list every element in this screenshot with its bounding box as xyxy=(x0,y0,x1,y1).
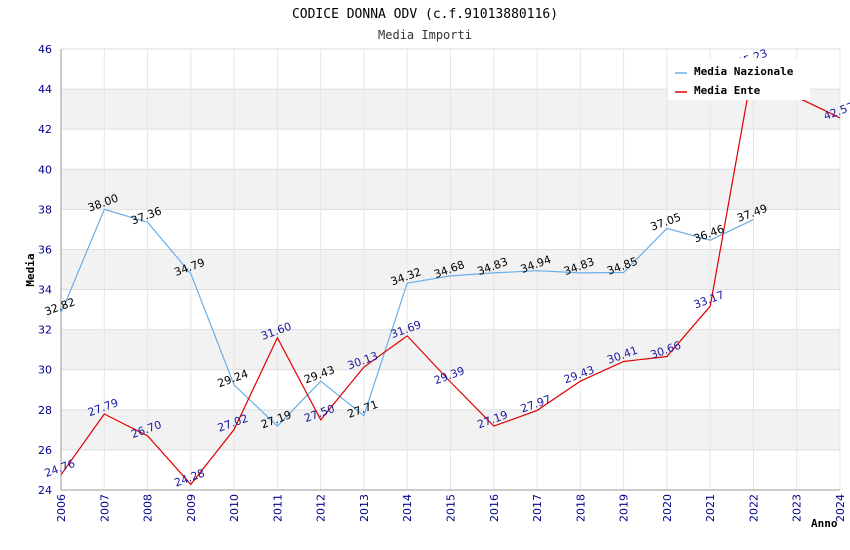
data-label-nazionale: 29.24 xyxy=(216,367,250,390)
x-tick-label: 2011 xyxy=(271,494,284,522)
legend-label-ente: Media Ente xyxy=(694,84,761,97)
y-axis-label: Media xyxy=(24,253,37,286)
x-tick-label: 2017 xyxy=(531,494,544,522)
y-axis-ticks: 24 26 28 30 32 34 36 38 40 42 44 46 xyxy=(38,43,52,497)
y-tick-label: 36 xyxy=(38,243,52,256)
chart-subtitle: Media Importi xyxy=(378,28,472,42)
x-tick-label: 2012 xyxy=(315,494,328,522)
x-axis-label: Anno xyxy=(811,517,838,530)
y-tick-label: 34 xyxy=(38,284,52,297)
x-tick-label: 2021 xyxy=(704,494,717,522)
x-tick-label: 2019 xyxy=(618,494,631,522)
chart-title: CODICE DONNA ODV (c.f.91013880116) xyxy=(292,7,558,22)
x-axis-ticks: 2006 2007 2008 2009 2010 2011 2012 2013 2014 2015… xyxy=(55,494,847,522)
x-tick-label: 2015 xyxy=(445,494,458,522)
y-tick-label: 38 xyxy=(38,203,52,216)
x-tick-label: 2006 xyxy=(55,494,68,522)
y-tick-label: 30 xyxy=(38,364,52,377)
y-tick-label: 46 xyxy=(38,43,52,56)
y-tick-label: 28 xyxy=(38,404,52,417)
x-tick-label: 2007 xyxy=(98,494,111,522)
x-tick-label: 2016 xyxy=(488,494,501,522)
data-label-nazionale: 36.46 xyxy=(692,222,726,245)
data-label-nazionale: 32.82 xyxy=(43,295,77,318)
y-tick-label: 42 xyxy=(38,123,52,136)
data-label-ente: 24.76 xyxy=(43,457,77,480)
grid-lines xyxy=(60,48,841,491)
x-tick-label: 2009 xyxy=(185,494,198,522)
legend-label-nazionale: Media Nazionale xyxy=(694,65,794,78)
y-tick-label: 32 xyxy=(38,324,52,337)
x-tick-label: 2014 xyxy=(401,494,414,522)
x-tick-label: 2020 xyxy=(661,494,674,522)
y-tick-label: 40 xyxy=(38,163,52,176)
x-tick-label: 2023 xyxy=(791,494,804,522)
y-tick-label: 24 xyxy=(38,484,52,497)
series-line-ente xyxy=(61,63,840,486)
x-tick-label: 2022 xyxy=(747,494,760,522)
y-tick-label: 26 xyxy=(38,444,52,457)
series-line-nazionale xyxy=(61,208,754,427)
x-tick-label: 2008 xyxy=(142,494,155,522)
x-tick-label: 2010 xyxy=(228,494,241,522)
axes xyxy=(60,49,840,491)
legend-box xyxy=(668,58,810,100)
series-lines xyxy=(61,63,840,486)
x-tick-label: 2013 xyxy=(358,494,371,522)
x-tick-label: 2024 xyxy=(834,494,847,522)
y-tick-label: 44 xyxy=(38,83,52,96)
x-tick-label: 2018 xyxy=(574,494,587,522)
legend: Media Nazionale Media Ente xyxy=(668,58,810,100)
